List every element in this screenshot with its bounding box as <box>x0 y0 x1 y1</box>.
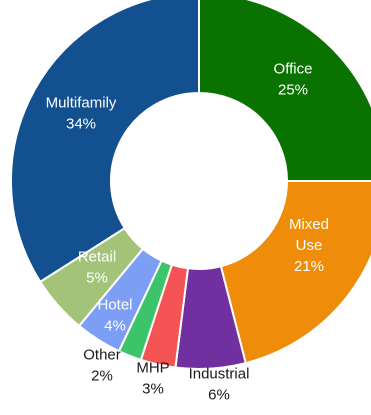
slice-value-retail: 5% <box>86 270 108 287</box>
slice-multifamily <box>10 0 200 284</box>
slice-office <box>198 0 371 182</box>
slice-name-retail: Retail <box>78 249 116 266</box>
slice-label-industrial: Industrial 6% <box>189 366 250 404</box>
slice-name-multifamily: Multifamily <box>46 95 117 112</box>
slice-label-other: Other 2% <box>83 347 121 385</box>
slice-name-mhp: MHP <box>136 360 169 377</box>
slice-name-other: Other <box>83 347 121 364</box>
slice-name-hotel: Hotel <box>97 297 132 314</box>
slice-value-hotel: 4% <box>104 318 126 335</box>
slice-name-mixed-use: Use <box>296 237 323 254</box>
slice-value-mixed-use: 21% <box>294 258 324 275</box>
slice-mixed-use <box>219 180 371 365</box>
slice-value-office: 25% <box>278 82 308 99</box>
slice-label-office: Office 25% <box>274 61 313 99</box>
slice-label-multifamily: Multifamily 34% <box>46 95 117 133</box>
slice-value-mhp: 3% <box>142 381 164 398</box>
slice-value-multifamily: 34% <box>66 116 96 133</box>
slice-label-mixed-use: Mixed Use 21% <box>289 216 329 275</box>
slice-label-mhp: MHP 3% <box>136 360 169 398</box>
slice-name-industrial: Industrial <box>189 366 250 383</box>
slice-name-mixed-use: Mixed <box>289 216 329 233</box>
slice-label-retail: Retail 5% <box>78 249 116 287</box>
slice-name-office: Office <box>274 61 313 78</box>
slice-value-industrial: 6% <box>208 387 230 404</box>
slice-value-other: 2% <box>91 368 113 385</box>
slice-label-hotel: Hotel 4% <box>97 297 132 335</box>
